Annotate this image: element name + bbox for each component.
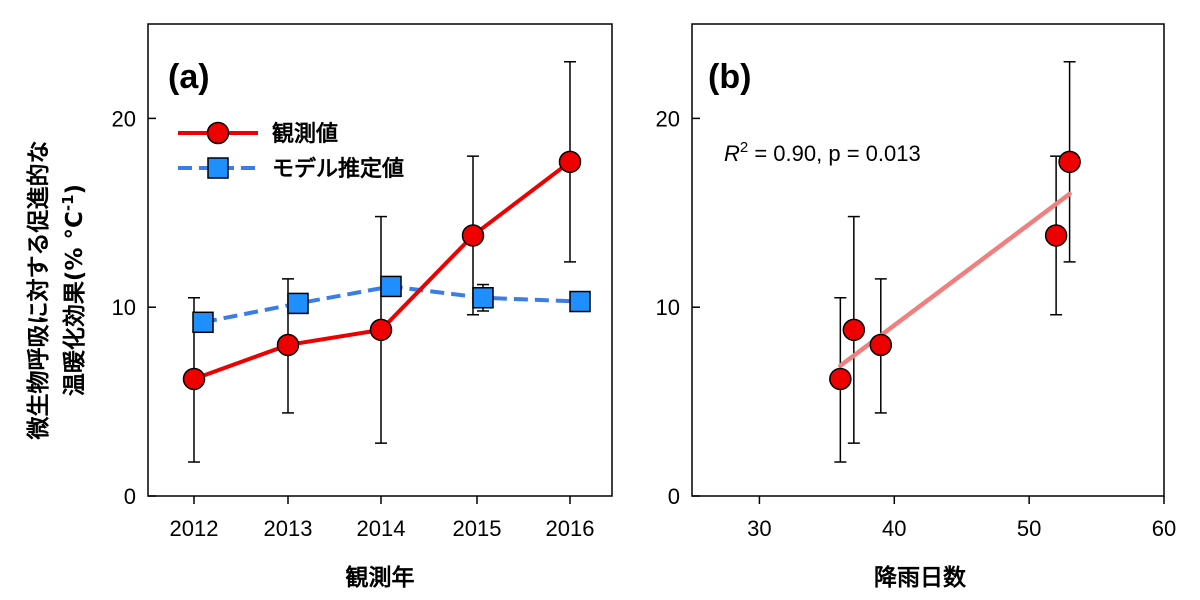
legend-label-observed: 観測値 bbox=[272, 121, 338, 147]
x-axis-title-b: 降雨日数 bbox=[874, 565, 967, 591]
observed-point-2013 bbox=[276, 333, 300, 357]
points-layer-b bbox=[829, 61, 1081, 463]
plot-frame-a bbox=[147, 23, 613, 497]
scatter-point-0 bbox=[829, 367, 852, 391]
y-tick-label-a-0: 0 bbox=[124, 484, 136, 509]
panel-label-a: (a) bbox=[168, 58, 210, 96]
x-tick-label-b-40: 40 bbox=[882, 516, 906, 541]
y-tick-label-b-0: 0 bbox=[668, 484, 680, 509]
legend-a: 観測値 モデル推定値 bbox=[178, 121, 404, 182]
y-axis-title-close: ) bbox=[62, 184, 88, 195]
x-tick-label-a-2013: 2013 bbox=[264, 516, 313, 541]
observed-point-2012 bbox=[182, 367, 206, 391]
series-layer-a bbox=[182, 61, 591, 463]
y-axis-title-line2: 温暖化効果(% °C-1) bbox=[59, 184, 88, 396]
x-tick-label-a-2012: 2012 bbox=[170, 516, 219, 541]
scatter-point-1 bbox=[842, 318, 866, 342]
x-axis-ticks-a: 2012 2013 2014 2015 2016 bbox=[170, 496, 595, 541]
y-axis-title-line2-main: 温暖化効果(% °C bbox=[61, 211, 88, 396]
model-point-2012 bbox=[192, 311, 214, 334]
y-tick-label-b-10: 10 bbox=[656, 295, 680, 320]
x-tick-label-b-30: 30 bbox=[747, 516, 771, 541]
r-rest: = 0.90, p = 0.013 bbox=[748, 141, 920, 166]
plot-frame-b bbox=[691, 23, 1165, 497]
observed-point-2016 bbox=[558, 150, 582, 174]
observed-point-2015 bbox=[461, 224, 485, 247]
model-point-2016 bbox=[569, 290, 591, 313]
x-axis-ticks-b: 30 40 50 60 bbox=[747, 496, 1176, 541]
legend-label-model: モデル推定値 bbox=[272, 156, 404, 182]
model-point-2015 bbox=[472, 287, 494, 309]
scatter-point-3 bbox=[1044, 224, 1068, 247]
legend-marker-model bbox=[207, 157, 229, 179]
y-tick-label-a-20: 20 bbox=[112, 106, 136, 131]
x-axis-title-a: 観測年 bbox=[346, 564, 415, 591]
y-axis-title-line2-group: 温暖化効果(% °C-1) bbox=[59, 184, 88, 396]
x-tick-label-b-60: 60 bbox=[1152, 516, 1176, 541]
regression-annotation: R2 = 0.90, p = 0.013 bbox=[724, 139, 921, 166]
y-axis-ticks-a: 0 10 20 bbox=[112, 106, 156, 509]
legend-marker-observed bbox=[206, 121, 230, 145]
y-axis-title-a: 微生物呼吸に対する促進的な bbox=[25, 141, 52, 441]
model-point-2013 bbox=[287, 292, 309, 315]
y-axis-ticks-b: 0 10 20 bbox=[656, 106, 700, 509]
panel-label-b: (b) bbox=[708, 58, 751, 96]
x-tick-label-a-2015: 2015 bbox=[453, 516, 502, 541]
scatter-point-4 bbox=[1058, 150, 1081, 174]
y-tick-label-a-10: 10 bbox=[112, 295, 136, 320]
y-axis-title-line1: 微生物呼吸に対する促進的な bbox=[25, 141, 52, 441]
panel-a: 0 10 20 2012 2013 2014 2015 2016 (a) 観測値 モデル推定… bbox=[25, 23, 613, 591]
observed-point-2014 bbox=[369, 318, 393, 342]
y-tick-label-b-20: 20 bbox=[656, 106, 680, 131]
r-sup: 2 bbox=[740, 139, 748, 156]
x-tick-label-a-2014: 2014 bbox=[357, 516, 406, 541]
model-point-2014 bbox=[380, 275, 402, 298]
x-tick-label-a-2016: 2016 bbox=[546, 516, 595, 541]
y-axis-title-sup: -1 bbox=[59, 194, 77, 211]
observed-series-line bbox=[193, 160, 572, 381]
scatter-point-2 bbox=[869, 333, 893, 357]
r-symbol: R bbox=[724, 141, 740, 166]
x-tick-label-b-50: 50 bbox=[1017, 516, 1041, 541]
